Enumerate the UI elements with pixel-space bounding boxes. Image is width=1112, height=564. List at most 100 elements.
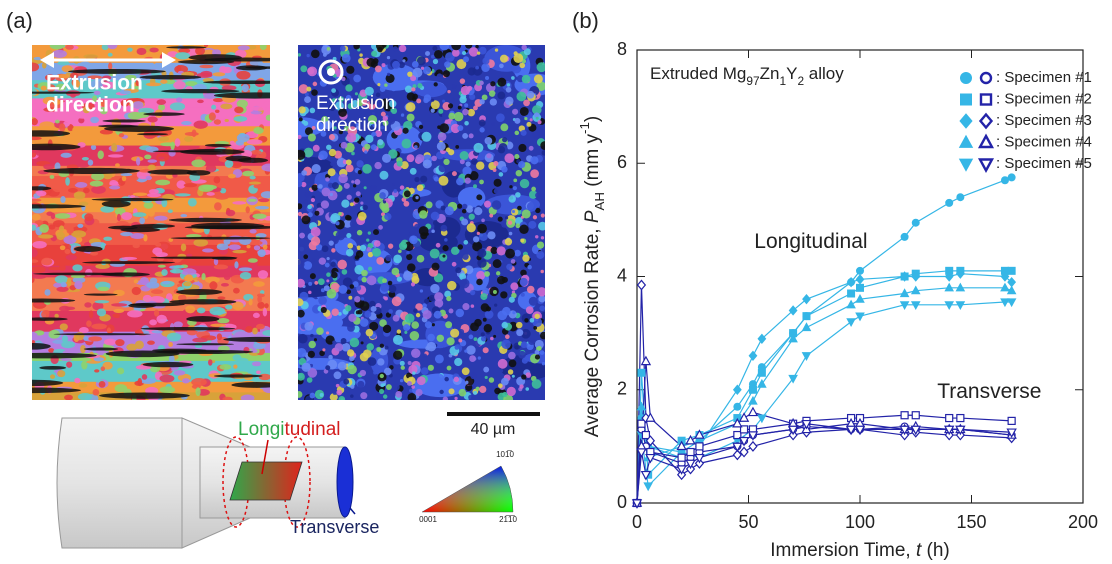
grain (317, 278, 325, 286)
grain (540, 141, 545, 150)
grain (328, 104, 336, 111)
grain (145, 175, 152, 181)
grain (367, 231, 372, 235)
grain (419, 210, 428, 219)
grain (480, 293, 488, 301)
grain (479, 80, 484, 86)
grain (438, 108, 444, 114)
panel-label: (a) (6, 8, 33, 33)
grain (400, 113, 405, 117)
grain (101, 45, 109, 51)
grain (399, 378, 404, 383)
grain (217, 296, 226, 300)
grain (251, 361, 262, 367)
grain (107, 52, 113, 57)
grain (539, 331, 545, 340)
grain (535, 192, 541, 199)
grain (431, 155, 437, 162)
point (900, 411, 909, 420)
grain (465, 161, 471, 167)
grain (147, 116, 158, 123)
grain (468, 213, 475, 220)
grain (249, 60, 263, 66)
grain (489, 270, 498, 279)
grain (422, 353, 428, 359)
point (955, 425, 966, 436)
grain (444, 376, 449, 382)
grain (346, 65, 355, 74)
grain (523, 99, 530, 107)
grain (256, 370, 261, 374)
grain (375, 92, 381, 98)
x-tick-label: 0 (632, 512, 642, 532)
grain (364, 150, 368, 154)
grain (497, 77, 507, 87)
grain (90, 116, 100, 124)
grain (339, 45, 346, 52)
grain (369, 300, 376, 308)
point (685, 434, 696, 445)
grain (431, 262, 440, 271)
grain (143, 201, 154, 209)
grain-boundary (237, 157, 269, 163)
grain (106, 327, 112, 334)
longitudinal-label: Longitudinal (238, 419, 341, 440)
grain (349, 337, 360, 348)
grain (538, 221, 545, 231)
transverse-label: Transverse (290, 517, 379, 537)
grain (448, 388, 455, 395)
grain (149, 47, 159, 53)
grain (470, 289, 476, 296)
point (955, 301, 966, 311)
grain (463, 240, 469, 245)
grain (411, 87, 416, 92)
grain (94, 300, 110, 304)
grain (219, 187, 227, 194)
point (748, 385, 757, 394)
grain (308, 340, 316, 349)
grain (298, 243, 306, 253)
legend-entry: : Specimen #2 (960, 90, 1092, 107)
grain (475, 45, 479, 49)
grain (298, 211, 303, 217)
grain (318, 150, 328, 160)
grain (331, 248, 336, 253)
grain (407, 361, 412, 365)
grain (298, 333, 308, 344)
series-line (636, 425, 1012, 504)
label-part: (h) (921, 540, 950, 561)
grain (66, 277, 72, 287)
grain (370, 184, 377, 192)
grain (221, 85, 237, 91)
grain (370, 144, 377, 151)
grain (459, 96, 467, 104)
point (636, 448, 647, 458)
grain (382, 115, 388, 122)
grain (307, 350, 315, 358)
grain (32, 224, 37, 231)
grain (396, 160, 403, 167)
grain (418, 226, 429, 236)
grain (357, 169, 362, 175)
grain (530, 156, 539, 165)
legend-label: : Specimen #4 (996, 133, 1092, 150)
grain (32, 248, 38, 258)
grain (204, 276, 220, 284)
grain-boundary (231, 382, 270, 388)
grain (534, 349, 540, 355)
grain (304, 96, 312, 104)
grain (120, 173, 133, 177)
grain (395, 390, 403, 398)
grain (309, 107, 316, 114)
grain (259, 45, 267, 51)
point (1006, 298, 1017, 308)
grain (526, 285, 535, 294)
grain (303, 199, 309, 205)
grain (420, 367, 429, 375)
grain (377, 46, 383, 53)
grain (309, 392, 316, 399)
grain (100, 205, 115, 213)
point (958, 158, 974, 172)
grain (310, 197, 316, 203)
grain (61, 341, 76, 349)
